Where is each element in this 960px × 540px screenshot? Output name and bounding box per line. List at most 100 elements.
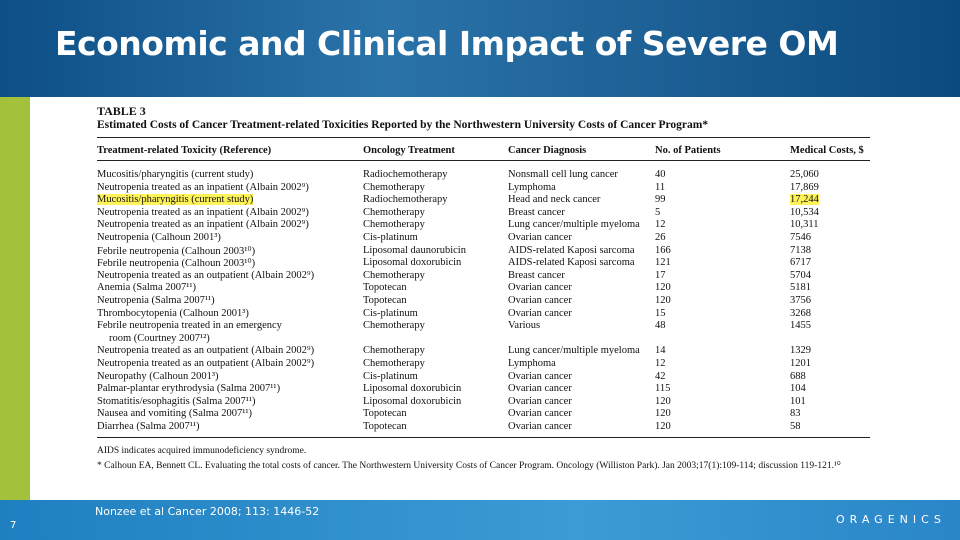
cell: Febrile neutropenia (Calhoun 2003¹⁰) [97,245,256,257]
cell: Radiochemotherapy [363,169,448,180]
title-banner [0,0,960,97]
cell: 5 [655,206,661,218]
cell: Ovarian cancer [508,395,572,407]
cell: Neutropenia treated as an inpatient (Alb… [97,206,309,218]
cell: Cis-platinum [363,232,418,243]
cell: Topotecan [363,282,407,294]
cell: AIDS-related Kaposi sarcoma [508,244,635,256]
cell: room (Courtney 2007¹²) [109,332,210,344]
cell: Breast cancer [508,269,565,281]
cell: Mucositis/pharyngitis (current study) [97,194,254,206]
cell: Chemotherapy [363,345,425,357]
cell: Neutropenia treated as an outpatient (Al… [97,345,315,357]
cell: Chemotherapy [363,206,425,218]
cell: 120 [655,395,671,407]
footnote: * Calhoun EA, Bennett CL. Evaluating the… [97,461,841,471]
cell: Ovarian cancer [508,282,572,294]
cell: Ovarian cancer [508,383,572,395]
cell: Ovarian cancer [508,295,572,306]
rule [97,137,870,138]
cell: 1201 [790,358,811,369]
cell: 115 [655,383,671,395]
cell: Chemotherapy [363,320,425,332]
cell: 7546 [790,232,811,243]
cell: Liposomal daunorubicin [363,244,466,256]
cell: Stomatitis/esophagitis (Salma 2007¹¹) [97,395,256,407]
page-number: 7 [10,520,17,531]
cell: 5704 [790,269,811,281]
side-strip [0,97,30,500]
column-header: Cancer Diagnosis [508,145,587,156]
cell: Neutropenia treated as an outpatient (Al… [97,269,315,281]
cell: 120 [655,295,671,306]
rule [97,160,870,161]
cell: Chemotherapy [363,269,425,281]
cell: 120 [655,282,671,294]
cell: Chemotherapy [363,181,425,193]
rule [97,437,870,438]
table-caption: Estimated Costs of Cancer Treatment-rela… [97,119,709,131]
cell: 120 [655,408,671,420]
cell: Neutropenia (Salma 2007¹¹) [97,295,215,306]
column-header: Oncology Treatment [363,145,455,156]
cell: Lymphoma [508,358,556,369]
cell: Neutropenia treated as an inpatient (Alb… [97,219,309,231]
cell: 83 [790,408,801,420]
cell: Breast cancer [508,206,565,218]
cell: 104 [790,383,806,395]
footer-band [0,500,960,540]
cell: Ovarian cancer [508,421,572,432]
cell: 120 [655,421,671,432]
cell: Neutropenia (Calhoun 2001³) [97,232,221,243]
cell: 12 [655,358,666,369]
cell: Head and neck cancer [508,194,601,206]
cell: Cis-platinum [363,370,418,382]
cell: Ovarian cancer [508,408,572,420]
cell: 3756 [790,295,811,306]
cell: Radiochemotherapy [363,194,448,206]
cell: Various [508,320,541,332]
cell: 101 [790,395,806,407]
cell: 17,869 [790,181,819,193]
cell: 10,311 [790,219,819,231]
cell: Lung cancer/multiple myeloma [508,345,640,357]
cell: 99 [655,194,666,206]
cell: Nausea and vomiting (Salma 2007¹¹) [97,408,253,420]
cell: Ovarian cancer [508,307,572,319]
cell: 7138 [790,244,811,256]
cell: 48 [655,320,666,332]
cell: Febrile neutropenia (Calhoun 2003¹⁰) [97,258,256,270]
cell: Topotecan [363,295,407,306]
cell: Liposomal doxorubicin [363,383,462,395]
cell: 10,534 [790,206,819,218]
cell: Topotecan [363,421,407,432]
cell: 40 [655,169,666,180]
cell: 12 [655,219,666,231]
cell: 688 [790,370,806,382]
cell: 15 [655,307,666,319]
cell: 166 [655,244,671,256]
cell: Neutropenia treated as an outpatient (Al… [97,358,315,369]
cell: 5181 [790,282,811,294]
cell: Liposomal doxorubicin [363,395,462,407]
cell: 121 [655,257,671,269]
footnote: AIDS indicates acquired immunodeficiency… [97,446,307,456]
cell: 11 [655,181,666,193]
cell: Mucositis/pharyngitis (current study) [97,169,254,180]
cell: Neutropenia treated as an inpatient (Alb… [97,181,309,193]
cell: 17 [655,269,666,281]
cell: 1455 [790,320,811,332]
table-label: TABLE 3 [97,104,146,118]
cell: Diarrhea (Salma 2007¹¹) [97,421,200,432]
cell: Chemotherapy [363,358,425,369]
cell: 25,060 [790,169,819,180]
cell: Palmar-plantar erythrodysia (Salma 2007¹… [97,383,281,395]
column-header: Treatment-related Toxicity (Reference) [97,145,272,156]
slide-title: Economic and Clinical Impact of Severe O… [55,24,839,63]
cell: 17,244 [790,194,819,206]
cell: Chemotherapy [363,219,425,231]
cell: Lung cancer/multiple myeloma [508,219,640,231]
cell: AIDS-related Kaposi sarcoma [508,257,635,269]
cell: Ovarian cancer [508,232,572,243]
